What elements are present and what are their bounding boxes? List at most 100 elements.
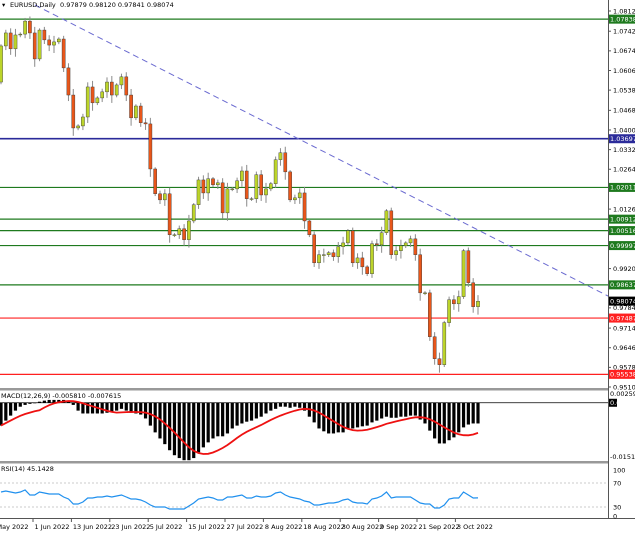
- bull-candle-body: [273, 159, 278, 184]
- level-price-tag: [609, 226, 635, 236]
- macd-histogram-bar: [360, 402, 364, 427]
- candle: [428, 289, 432, 341]
- macd-histogram-bar: [302, 402, 307, 411]
- level-price-tag: [609, 182, 635, 192]
- bull-candle-body: [119, 76, 124, 86]
- macd-histogram-bar: [105, 402, 109, 413]
- bear-candle-body: [331, 252, 336, 257]
- macd-histogram-bar: [143, 402, 148, 419]
- candle: [211, 177, 215, 188]
- candle: [341, 236, 345, 255]
- macd-histogram-bar: [182, 402, 186, 461]
- macd-histogram-bar: [408, 402, 413, 416]
- macd-histogram-bar: [76, 402, 80, 411]
- bull-candle-body: [317, 254, 321, 264]
- bull-candle-body: [293, 197, 297, 201]
- candle: [264, 182, 268, 203]
- macd-histogram-bar: [249, 402, 254, 421]
- macd-histogram-bar: [221, 402, 225, 437]
- candle: [403, 241, 408, 249]
- bull-candle-body: [37, 29, 42, 60]
- candle: [158, 190, 162, 204]
- bull-candle-body: [18, 33, 23, 36]
- macd-histogram-bar: [216, 402, 220, 437]
- bull-candle-body: [384, 210, 389, 233]
- time-tick-label: 30 Aug 2022: [342, 523, 384, 531]
- bull-candle-body: [114, 84, 119, 96]
- candle: [163, 189, 167, 206]
- macd-histogram-bar: [47, 399, 51, 403]
- level-price-tag: [609, 241, 635, 251]
- time-tick-label: 3 Oct 2022: [457, 523, 493, 531]
- bull-candle-body: [456, 296, 461, 305]
- bull-candle-body: [249, 198, 254, 200]
- macd-histogram-bar: [206, 402, 210, 443]
- macd-histogram-bar: [0, 402, 3, 426]
- candle: [85, 82, 90, 123]
- candle: [273, 156, 278, 188]
- candle: [432, 332, 437, 365]
- candle: [423, 291, 427, 296]
- bear-candle-body: [471, 282, 475, 307]
- rsi-panel[interactable]: [0, 482, 608, 510]
- time-tick-label: 23 Jun 2022: [111, 523, 150, 531]
- candle: [201, 175, 206, 199]
- panel-separator: [0, 388, 608, 391]
- bear-candle-body: [42, 29, 47, 41]
- candle: [389, 207, 394, 259]
- bear-candle-body: [47, 39, 51, 46]
- macd-histogram-bar: [18, 402, 22, 407]
- macd-tick-label: 0.002598: [610, 390, 635, 398]
- bear-candle-body: [124, 76, 129, 96]
- candle: [379, 226, 384, 253]
- time-tick-label: 27 Jul 2022: [227, 523, 264, 531]
- macd-histogram-bar: [428, 402, 432, 431]
- candle: [172, 233, 177, 238]
- bull-candle-body: [105, 81, 109, 93]
- bear-candle-body: [66, 67, 71, 96]
- bear-candle-body: [158, 193, 162, 201]
- bear-candle-body: [143, 122, 148, 125]
- bull-candle-body: [370, 243, 374, 274]
- macd-histogram-bar: [23, 402, 27, 405]
- rsi-tick-label: 0: [613, 512, 617, 520]
- bull-candle-body: [95, 97, 100, 104]
- bull-candle-body: [355, 257, 360, 264]
- level-price-label: 1.03697: [610, 135, 635, 143]
- bear-candle-body: [375, 243, 379, 246]
- candle: [196, 176, 201, 209]
- candle: [302, 186, 307, 229]
- bear-candle-body: [211, 178, 215, 186]
- candle: [225, 182, 230, 221]
- macd-histogram-bar: [245, 402, 249, 422]
- candle: [326, 250, 331, 257]
- macd-histogram-bar: [471, 402, 475, 424]
- price-tick-label: 1.04680: [613, 107, 635, 115]
- macd-histogram-bar: [447, 402, 451, 441]
- macd-histogram-bar: [437, 402, 442, 444]
- macd-histogram-bar: [278, 402, 283, 407]
- bear-candle-body: [182, 228, 186, 240]
- price-tick-label: 1.02640: [613, 166, 635, 174]
- macd-histogram-bar: [177, 402, 181, 459]
- bear-candle-body: [220, 182, 225, 214]
- candle: [114, 83, 119, 98]
- macd-histogram-bar: [13, 402, 18, 411]
- candle: [4, 29, 8, 51]
- macd-histogram-bar: [254, 402, 258, 419]
- time-tick-label: 1 Jun 2022: [35, 523, 70, 531]
- macd-histogram-bar: [172, 402, 177, 456]
- bull-candle-body: [297, 192, 302, 199]
- macd-histogram-bar: [399, 402, 403, 417]
- macd-histogram-bar: [466, 402, 470, 425]
- candle: [191, 203, 196, 224]
- bull-candle-body: [322, 254, 326, 256]
- price-panel[interactable]: [0, 4, 609, 375]
- macd-panel[interactable]: [0, 399, 608, 461]
- macd-histogram-bar: [394, 402, 398, 418]
